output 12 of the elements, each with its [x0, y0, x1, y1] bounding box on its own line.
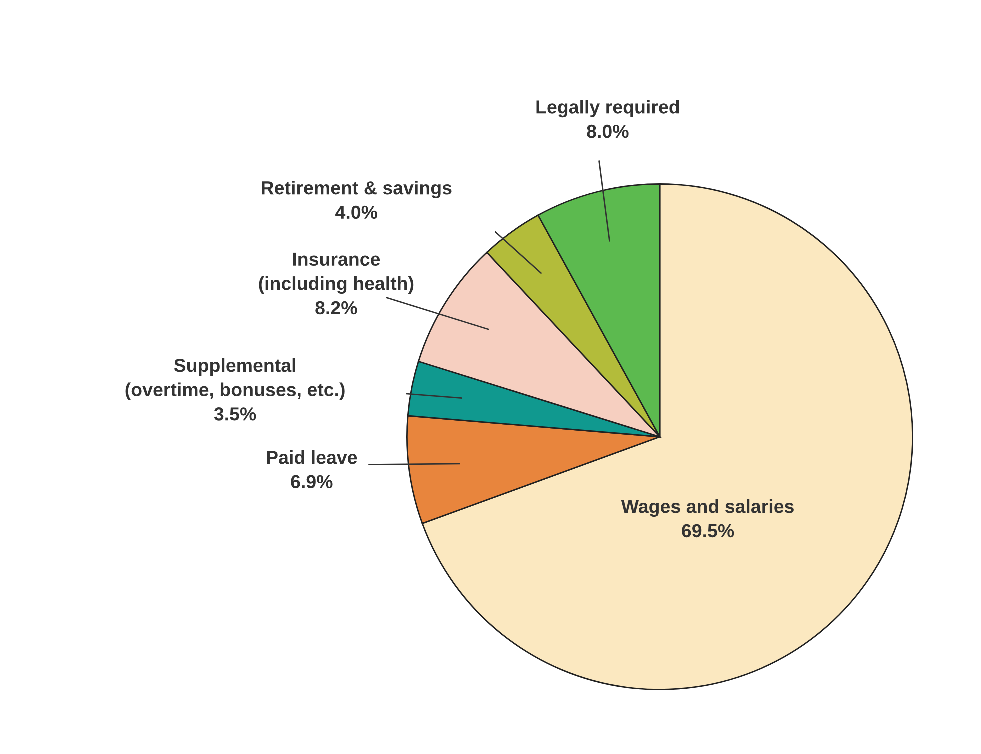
slice-label: Supplemental (overtime, bonuses, etc.)	[126, 358, 345, 400]
data-label: 8.0%	[587, 124, 629, 138]
slice-label: Insurance (including health)	[259, 252, 414, 294]
slice-label: Wages and salaries	[621, 500, 794, 518]
slice-label: Paid leave	[267, 450, 358, 464]
data-label: 6.9%	[291, 475, 333, 489]
data-label: 69.5%	[682, 524, 734, 538]
slice-label: Retirement & savings	[262, 180, 452, 199]
slice-label: Legally required	[536, 100, 680, 118]
data-label: 3.5%	[214, 408, 256, 421]
data-label: 8.2%	[316, 301, 358, 315]
data-label: 4.0%	[336, 206, 378, 220]
